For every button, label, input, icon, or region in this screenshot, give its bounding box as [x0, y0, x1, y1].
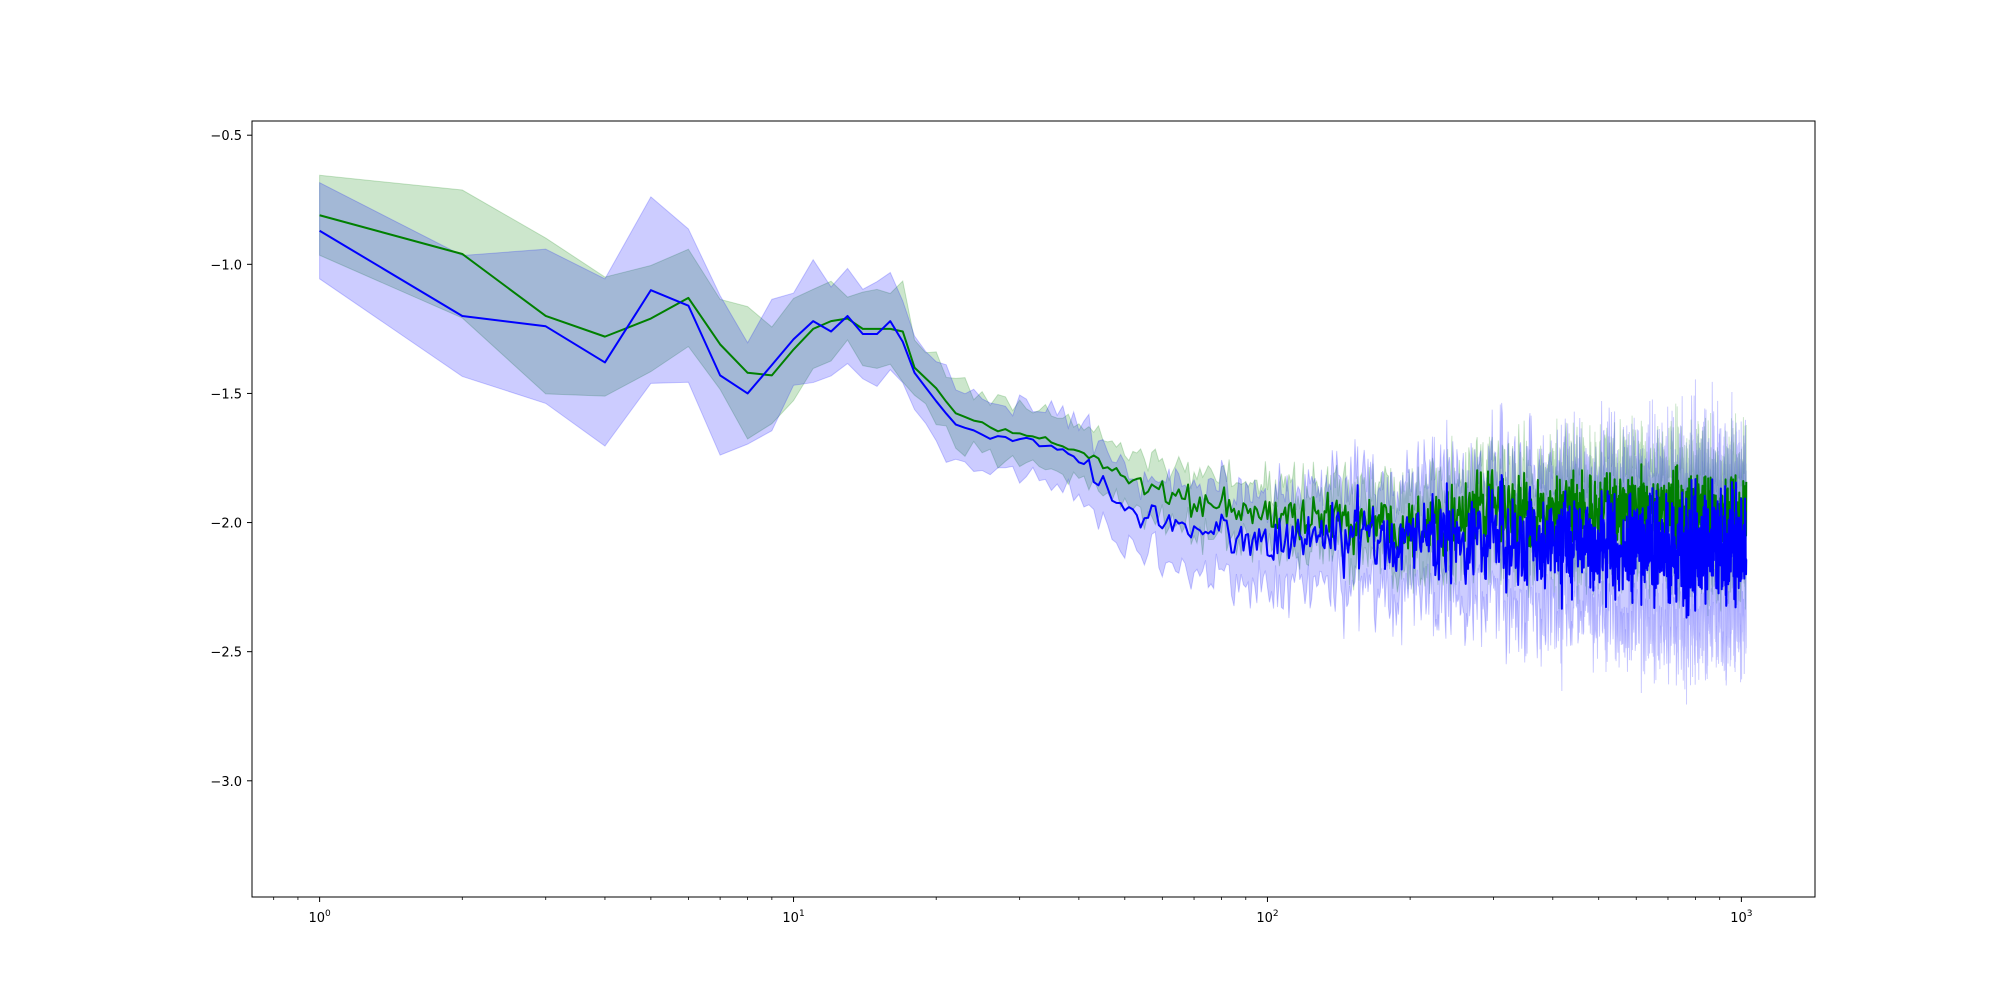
axes-frame	[251, 120, 1816, 898]
y-tick-label: −1.5	[210, 387, 242, 402]
y-tick-label: −2.0	[210, 517, 242, 532]
x-tick-label: 100	[308, 909, 331, 926]
y-tick-label: −0.5	[210, 129, 242, 144]
x-tick-label: 103	[1730, 909, 1752, 926]
y-tick-label: −3.0	[210, 775, 242, 790]
series-2-band	[319, 181, 1747, 705]
plot-area	[319, 174, 1748, 705]
y-tick-label: −1.0	[210, 258, 242, 273]
axes: −0.5 −1.0 −1.5 −2.0 −2.5 −3.0 100 101 102 103	[210, 129, 1752, 926]
x-tick-label: 101	[782, 909, 804, 926]
series-2-line	[319, 229, 1748, 619]
x-tick-label: 102	[1256, 909, 1278, 926]
y-tick-label: −2.5	[210, 646, 242, 661]
